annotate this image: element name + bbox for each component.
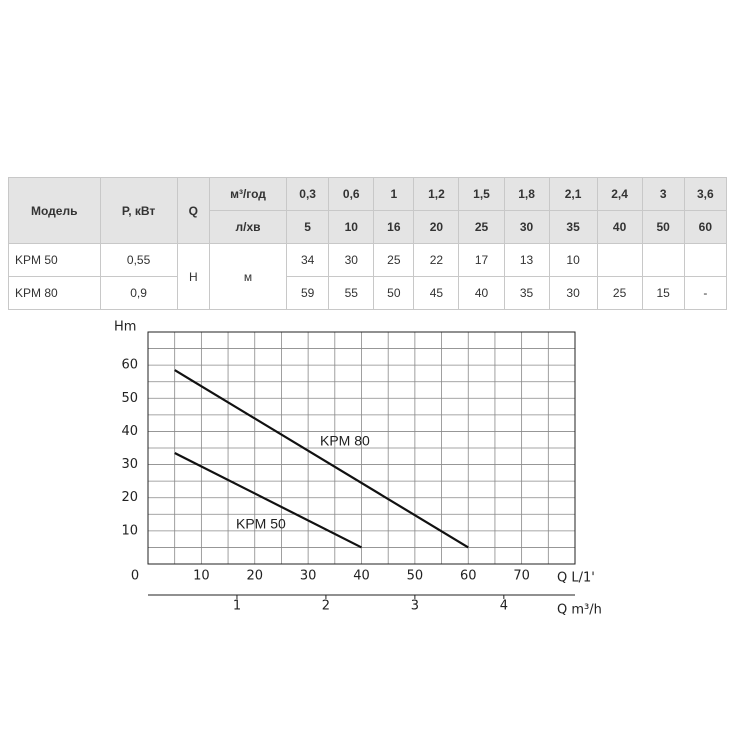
cell: KPM 80 bbox=[8, 276, 101, 310]
cell: 59 bbox=[286, 276, 330, 310]
y-tick-label: 20 bbox=[121, 490, 138, 505]
x2-tick-label: 1 bbox=[233, 599, 241, 614]
header-cell: 2,1 bbox=[548, 177, 598, 211]
y-axis-label: Hm bbox=[114, 320, 136, 335]
series-label: KPM 80 bbox=[320, 433, 370, 449]
cell: 55 bbox=[328, 276, 375, 310]
x-tick-label: 70 bbox=[513, 569, 530, 584]
cell: 45 bbox=[413, 276, 460, 310]
header-cell: 1 bbox=[373, 177, 415, 211]
cell: 13 bbox=[503, 243, 550, 277]
header-cell: 0,6 bbox=[328, 177, 375, 211]
series-line bbox=[174, 369, 469, 549]
header-cell: 20 bbox=[413, 210, 460, 244]
cell: 17 bbox=[458, 243, 505, 277]
x-tick-label: 20 bbox=[246, 569, 263, 584]
header-cell: 3,6 bbox=[683, 177, 728, 211]
y-tick-label: 30 bbox=[121, 457, 138, 472]
cell bbox=[596, 243, 643, 277]
cell: Н bbox=[176, 243, 210, 310]
x-tick-label: 0 bbox=[131, 569, 139, 584]
cell: - bbox=[683, 276, 728, 310]
x2-tick-label: 3 bbox=[411, 599, 419, 614]
cell: 15 bbox=[641, 276, 685, 310]
cell: 0,55 bbox=[99, 243, 178, 277]
table-row: л/хв 5 10 16 20 25 30 35 40 50 60 bbox=[9, 210, 728, 244]
x-axis-label: Q L/1' bbox=[557, 571, 595, 586]
cell: 34 bbox=[286, 243, 330, 277]
x-tick-label: 40 bbox=[353, 569, 370, 584]
table-row: KPM 80 0,9 59 55 50 45 40 35 30 25 15- bbox=[8, 276, 728, 310]
cell: 30 bbox=[548, 276, 598, 310]
header-cell: 5 bbox=[286, 210, 330, 244]
header-cell: 16 bbox=[373, 210, 415, 244]
x-tick-label: 30 bbox=[300, 569, 317, 584]
header-cell: л/хв bbox=[208, 210, 288, 244]
header-cell: 3 bbox=[641, 177, 685, 211]
x-tick-label: 60 bbox=[460, 569, 477, 584]
cell bbox=[683, 243, 728, 277]
header-cell: 2,4 bbox=[596, 177, 643, 211]
cell: 50 bbox=[373, 276, 415, 310]
series-label: KPM 50 bbox=[236, 516, 286, 532]
cell: 35 bbox=[503, 276, 550, 310]
x2-tick-label: 4 bbox=[500, 599, 508, 614]
plot-frame bbox=[147, 331, 576, 565]
x2-tick-label: 2 bbox=[322, 599, 330, 614]
header-cell: 40 bbox=[596, 210, 643, 244]
header-cell: 60 bbox=[683, 210, 728, 244]
cell: 0,9 bbox=[99, 276, 178, 310]
y-tick-label: 40 bbox=[121, 424, 138, 439]
x-tick-label: 10 bbox=[193, 569, 210, 584]
header-cell: м³/год bbox=[208, 177, 288, 211]
header-cell: 1,5 bbox=[458, 177, 505, 211]
header-cell: Модель bbox=[8, 177, 101, 244]
series-line bbox=[174, 451, 362, 549]
cell bbox=[641, 243, 685, 277]
header-cell: 0,3 bbox=[286, 177, 330, 211]
x2-axis-label: Q m³/h bbox=[557, 603, 602, 618]
y-tick-label: 60 bbox=[121, 358, 138, 373]
y-tick-label: 50 bbox=[121, 391, 138, 406]
header-cell: 30 bbox=[503, 210, 550, 244]
cell: 25 bbox=[596, 276, 643, 310]
y-tick-label: 10 bbox=[121, 523, 138, 538]
x-tick-label: 50 bbox=[407, 569, 424, 584]
header-cell: 1,8 bbox=[503, 177, 550, 211]
cell: м bbox=[208, 243, 288, 310]
